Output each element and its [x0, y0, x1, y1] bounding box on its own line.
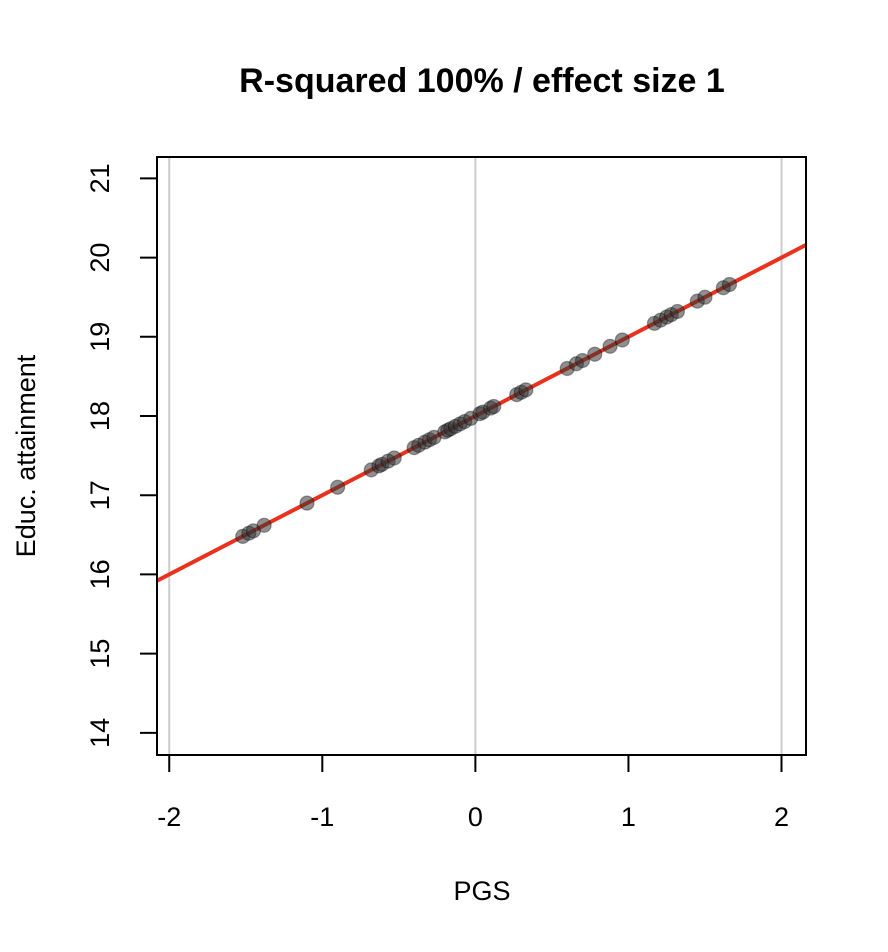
y-tick-label: 18 — [85, 401, 115, 431]
y-tick-label: 19 — [85, 322, 115, 352]
data-point — [614, 332, 630, 348]
points-group — [235, 276, 738, 544]
data-point — [587, 346, 603, 362]
data-point — [256, 517, 272, 533]
y-tick-label: 15 — [85, 639, 115, 669]
data-point — [486, 398, 502, 415]
x-tick-label: -1 — [310, 802, 334, 832]
data-point — [602, 338, 618, 354]
y-axis-label: Educ. attainment — [11, 354, 41, 557]
data-point — [721, 276, 738, 293]
data-point — [330, 479, 346, 495]
y-tick-label: 20 — [85, 243, 115, 273]
x-axis-label: PGS — [453, 876, 510, 906]
x-axis: -2 -1 0 1 2 — [157, 755, 789, 832]
y-tick-label: 21 — [85, 163, 115, 193]
data-point — [669, 303, 686, 320]
grid — [168, 157, 783, 755]
plot-frame — [156, 156, 807, 756]
y-tick-label: 16 — [85, 559, 115, 589]
x-tick-label: 0 — [468, 802, 483, 832]
x-tick-label: 1 — [621, 802, 636, 832]
data-point — [386, 450, 402, 466]
y-tick-label: 14 — [85, 718, 115, 748]
data-point — [518, 382, 534, 398]
y-axis: 14 15 16 17 18 19 20 21 — [85, 163, 157, 748]
data-point — [697, 289, 713, 305]
data-point — [299, 495, 315, 511]
y-tick-label: 17 — [85, 480, 115, 510]
chart-title: R-squared 100% / effect size 1 — [239, 62, 725, 100]
x-tick-label: -2 — [157, 802, 181, 832]
data-point — [574, 352, 591, 369]
x-tick-label: 2 — [774, 802, 789, 832]
